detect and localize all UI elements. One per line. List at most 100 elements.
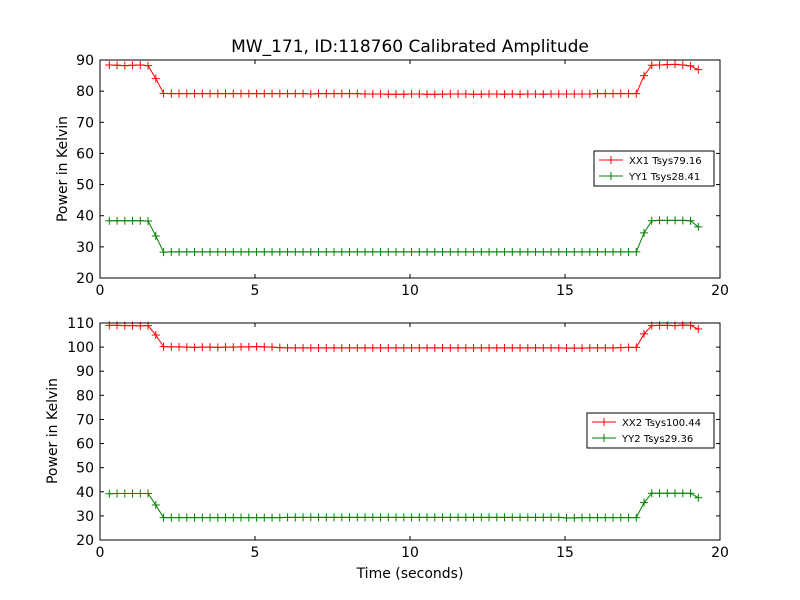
top-series-xx-point [609,89,618,98]
top-ytick-label: 70 [76,115,94,131]
top-series-xx-point [485,89,494,98]
bottom-series-xx-point [438,343,447,352]
bottom-series-yy-point [167,513,176,522]
bottom-series-yy-point [516,513,525,522]
top-ytick-label: 80 [76,84,94,100]
top-series-xx-point [392,90,401,99]
top-series-yy-point [454,247,463,256]
bottom-ytick-label: 50 [76,461,94,477]
top-series-xx-point [585,89,594,98]
top-series-yy-point [206,247,215,256]
top-series-xx-point [523,89,532,98]
top-series-yy-point [485,247,494,256]
bottom-series-yy-point [601,513,610,522]
top-series-yy-point [167,247,176,256]
bottom-series-yy-point [578,513,587,522]
top-plot-panel: Power in Kelvin 0 5 10 15 20 20 30 40 50 60 70 80 90… [55,53,729,299]
top-series-xx-point [454,89,463,98]
top-series-xx-point [252,89,261,98]
bottom-xtick-label: 20 [711,545,729,561]
bottom-series-yy-point [330,513,339,522]
bottom-series-xx-point [492,343,501,352]
bottom-legend-xx-marker [600,418,608,426]
bottom-series-yy-point [399,513,408,522]
top-series-yy-point [430,247,439,256]
bottom-series-xx-point [314,343,323,352]
bottom-series-xx-point [275,343,284,352]
bottom-legend-box [586,412,715,449]
bottom-legend-xx-label: XX2 Tsys100.44 [622,418,701,429]
bottom-series-yy-point [206,513,215,522]
top-series-yy-point [578,247,587,256]
bottom-series-xx-point [167,342,176,351]
top-series-yy-point [322,247,331,256]
top-series-yy-point [647,216,656,225]
top-series-yy-point [353,247,362,256]
top-series-yy-point [671,216,680,225]
top-series-xx-point [492,89,501,98]
top-series-xx-point [353,89,362,98]
bottom-plot-panel: Power in Kelvin 0 5 10 15 20 20 30 40 50 60 70 80 90… [45,316,729,561]
top-series-xx-point [322,89,331,98]
top-series-yy-point [244,247,253,256]
top-series-xx-point [291,89,300,98]
bottom-series-xx-point [593,343,602,352]
bottom-series-xx-point [198,343,207,352]
bottom-series-yy-point [376,513,385,522]
bottom-ytick-label: 90 [76,364,94,380]
top-plot-frame [99,59,721,279]
bottom-series-xx-point [330,343,339,352]
top-series-yy-point [229,247,238,256]
bottom-series-yy-point [407,513,416,522]
top-series-xx-point [175,89,184,98]
top-series-xx-point [244,89,253,98]
top-series-xx-point [686,61,695,70]
bottom-series-xx-point [190,343,199,352]
bottom-legend-yy-marker [600,434,608,442]
top-xtick-label: 5 [251,283,260,299]
bottom-series-yy-point [182,513,191,522]
top-series-yy-point [640,228,649,237]
top-series-yy-point [175,247,184,256]
top-series-yy-point [113,216,122,225]
bottom-series-yy-point [554,513,563,522]
top-series-yy-point [562,247,571,256]
top-legend-yy-marker [607,172,615,180]
bottom-series-yy-point [136,489,145,498]
bottom-series-yy-point [190,513,199,522]
top-series-yy-point [361,247,370,256]
top-series-xx-point [601,89,610,98]
bottom-plot-frame [99,322,721,541]
bottom-ytick-label: 80 [76,388,94,404]
top-ytick-label: 90 [76,53,94,69]
bottom-xtick-label: 15 [556,545,574,561]
bottom-series-xx-point [337,343,346,352]
bottom-series-yy-point [361,513,370,522]
bottom-series-xx-point [345,343,354,352]
top-series-yy-point [554,247,563,256]
bottom-series-xx-point [585,343,594,352]
bottom-series-yy-point [198,513,207,522]
top-series-yy-point [539,247,548,256]
bottom-series-yy-point [624,513,633,522]
top-series-yy-point [686,216,695,225]
top-series-yy-point [136,216,145,225]
top-plot-layer: 0 5 10 15 20 20 30 40 50 60 70 80 90 [76,53,729,299]
bottom-series-xx-point [244,342,253,351]
top-series-xx-point [151,74,160,83]
top-series-yy-point [384,247,393,256]
bottom-series-yy-point [244,513,253,522]
top-series-xx-point [508,89,517,98]
bottom-series-yy-point [539,513,548,522]
top-series-yy-point [655,216,664,225]
top-series-yy-point [268,247,277,256]
bottom-series-xx-point [609,343,618,352]
top-series-yy-point [275,247,284,256]
figure-title: MW_171, ID:118760 Calibrated Amplitude [231,37,589,57]
bottom-series-xx-point [632,343,641,352]
bottom-series-xx-point [423,343,432,352]
bottom-series-xx-point [175,342,184,351]
top-xtick-label: 20 [711,283,729,299]
top-series-yy-point [190,247,199,256]
bottom-series-yy-point [492,513,501,522]
